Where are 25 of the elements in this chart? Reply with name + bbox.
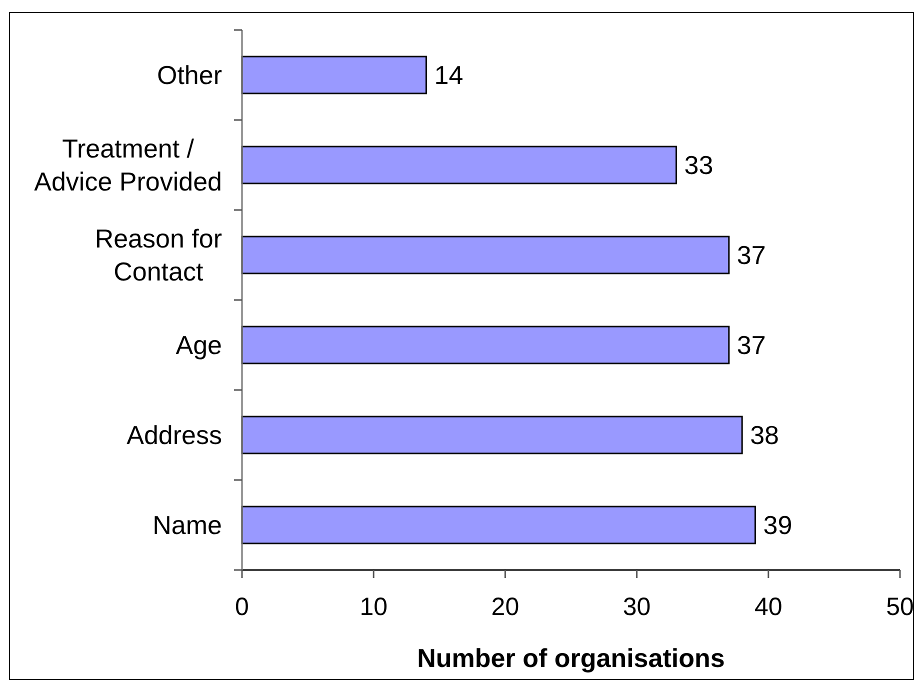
y-tick-label: Address: [126, 420, 222, 450]
bar: [241, 146, 678, 184]
x-tick-label: 10: [360, 592, 388, 621]
data-label: 37: [736, 240, 766, 270]
bar: [241, 56, 427, 94]
bar: [241, 416, 743, 454]
y-tick-label: Name: [152, 510, 222, 540]
x-tick-label: 0: [235, 592, 249, 621]
bar: [241, 326, 730, 364]
x-tick-label: 20: [491, 592, 520, 621]
x-tick-label: 40: [754, 592, 782, 621]
x-tick-label: 30: [622, 592, 651, 621]
data-label: 14: [434, 60, 464, 90]
data-label: 37: [736, 330, 766, 360]
x-tick-label: 50: [886, 592, 914, 621]
data-label: 33: [684, 150, 714, 180]
data-label: 38: [750, 420, 779, 450]
data-label: 39: [763, 510, 792, 540]
y-tick-label: Treatment / Advice Provided: [34, 134, 222, 197]
bar: [241, 236, 730, 274]
bar: [241, 506, 756, 544]
y-tick-label: Other: [156, 60, 222, 90]
y-tick-label: Age: [176, 330, 222, 360]
y-tick-label: Reason for Contact: [94, 224, 222, 287]
x-axis-title: Number of organisations: [417, 643, 725, 673]
